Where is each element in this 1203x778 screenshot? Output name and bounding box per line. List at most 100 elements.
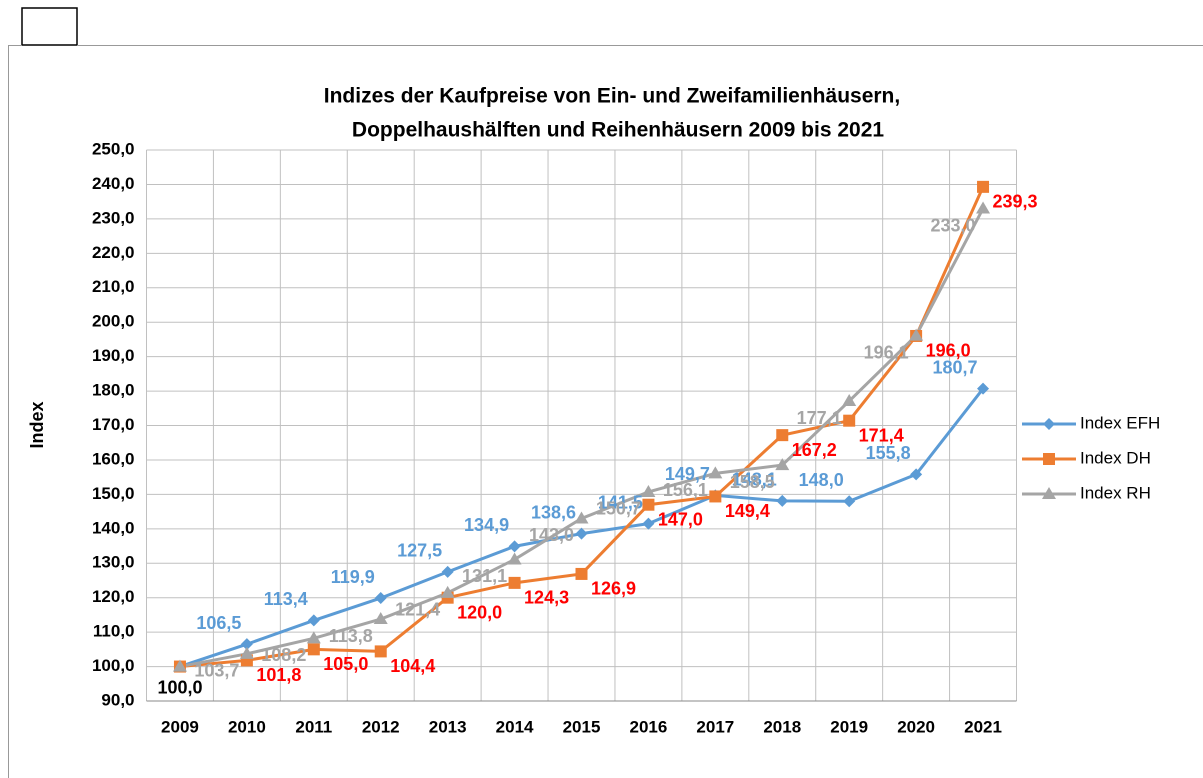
- point: [910, 468, 923, 481]
- y-tick-label: 150,0: [92, 484, 135, 503]
- data-label: 108,2: [261, 645, 306, 665]
- point: [507, 552, 522, 565]
- point: [508, 576, 521, 589]
- y-tick-label: 220,0: [92, 243, 135, 262]
- chart-title: Indizes der Kaufpreise von Ein- und Zwei…: [324, 85, 900, 108]
- x-tick-label: 2010: [228, 717, 266, 736]
- data-label: 155,8: [866, 443, 911, 463]
- point: [909, 328, 924, 341]
- legend-label: Index EFH: [1080, 413, 1160, 432]
- point: [306, 631, 321, 644]
- chart-title: Doppelhaushälften und Reihenhäusern 2009…: [352, 119, 884, 142]
- point: [642, 517, 655, 530]
- data-label: 149,7: [665, 464, 710, 484]
- corner-box: [21, 7, 78, 46]
- point: [976, 201, 991, 214]
- point: [776, 494, 789, 507]
- point: [842, 394, 857, 407]
- data-label: 147,0: [658, 509, 703, 529]
- data-label: 171,4: [859, 425, 904, 445]
- data-label: 119,9: [331, 567, 375, 587]
- y-axis-label: Index: [27, 401, 47, 448]
- data-label: 100,0: [157, 677, 202, 697]
- x-tick-label: 2018: [763, 717, 801, 736]
- legend-marker: [1042, 487, 1056, 499]
- data-label: 127,5: [397, 541, 442, 561]
- point: [775, 458, 790, 471]
- data-label: 113,8: [329, 626, 373, 646]
- point: [239, 646, 254, 659]
- point: [441, 565, 454, 578]
- data-label: 156,1: [663, 480, 708, 500]
- data-label: 158,5: [730, 472, 775, 492]
- point: [843, 414, 856, 427]
- data-label: 149,4: [725, 501, 770, 521]
- point: [574, 511, 589, 524]
- y-tick-label: 100,0: [92, 656, 135, 675]
- data-label: 148,1: [732, 470, 777, 490]
- data-label: 126,9: [591, 579, 636, 599]
- point: [307, 643, 320, 656]
- data-label: 121,4: [395, 600, 440, 620]
- x-tick-label: 2017: [696, 717, 734, 736]
- x-tick-label: 2009: [161, 717, 199, 736]
- point: [508, 540, 521, 553]
- y-tick-label: 230,0: [92, 208, 135, 227]
- point: [374, 592, 387, 605]
- y-tick-label: 140,0: [92, 518, 135, 537]
- data-label: 167,2: [792, 440, 837, 460]
- data-label: 106,5: [196, 613, 241, 633]
- data-label: 124,3: [524, 588, 569, 608]
- point: [172, 659, 187, 672]
- data-label: 103,7: [194, 661, 239, 681]
- data-label: 233,0: [931, 215, 976, 235]
- data-label: 120,0: [457, 602, 502, 622]
- x-tick-label: 2013: [429, 717, 467, 736]
- x-tick-label: 2015: [563, 717, 601, 736]
- point: [374, 645, 387, 658]
- legend-marker: [1043, 418, 1055, 430]
- data-label: 180,7: [933, 357, 978, 377]
- data-label: 105,0: [323, 654, 368, 674]
- point: [240, 638, 253, 651]
- x-tick-label: 2016: [630, 717, 668, 736]
- data-label: 113,4: [264, 589, 308, 609]
- point: [977, 180, 990, 193]
- data-label: 196,1: [864, 342, 909, 362]
- legend-marker: [1043, 453, 1055, 465]
- point: [575, 527, 588, 540]
- data-label: 104,4: [390, 656, 435, 676]
- y-tick-label: 180,0: [92, 381, 135, 400]
- y-tick-label: 110,0: [93, 622, 135, 641]
- legend-label: Index RH: [1080, 483, 1151, 502]
- data-label: 131,1: [462, 566, 507, 586]
- data-label: 239,3: [993, 192, 1038, 212]
- data-label: 148,0: [799, 470, 844, 490]
- y-tick-label: 190,0: [92, 346, 135, 365]
- data-label: 138,6: [531, 502, 576, 522]
- point: [843, 495, 856, 508]
- y-tick-label: 90,0: [101, 690, 134, 709]
- x-tick-label: 2021: [964, 717, 1002, 736]
- data-label: 143,0: [529, 525, 574, 545]
- x-tick-label: 2012: [362, 717, 400, 736]
- point: [575, 567, 588, 580]
- y-tick-label: 120,0: [92, 587, 135, 606]
- y-tick-label: 200,0: [92, 312, 135, 331]
- y-tick-label: 240,0: [92, 174, 135, 193]
- point: [373, 612, 388, 625]
- x-tick-label: 2020: [897, 717, 935, 736]
- data-label: 134,9: [464, 515, 509, 535]
- chart-frame: [8, 45, 1203, 778]
- data-label: 196,0: [926, 341, 971, 361]
- data-label: 101,8: [256, 665, 301, 685]
- data-label: 150,7: [596, 499, 641, 519]
- y-tick-label: 160,0: [92, 449, 135, 468]
- point: [709, 490, 722, 503]
- point: [440, 585, 455, 598]
- point: [307, 614, 320, 627]
- x-tick-label: 2019: [830, 717, 868, 736]
- y-tick-label: 210,0: [92, 277, 135, 296]
- x-tick-label: 2014: [496, 717, 534, 736]
